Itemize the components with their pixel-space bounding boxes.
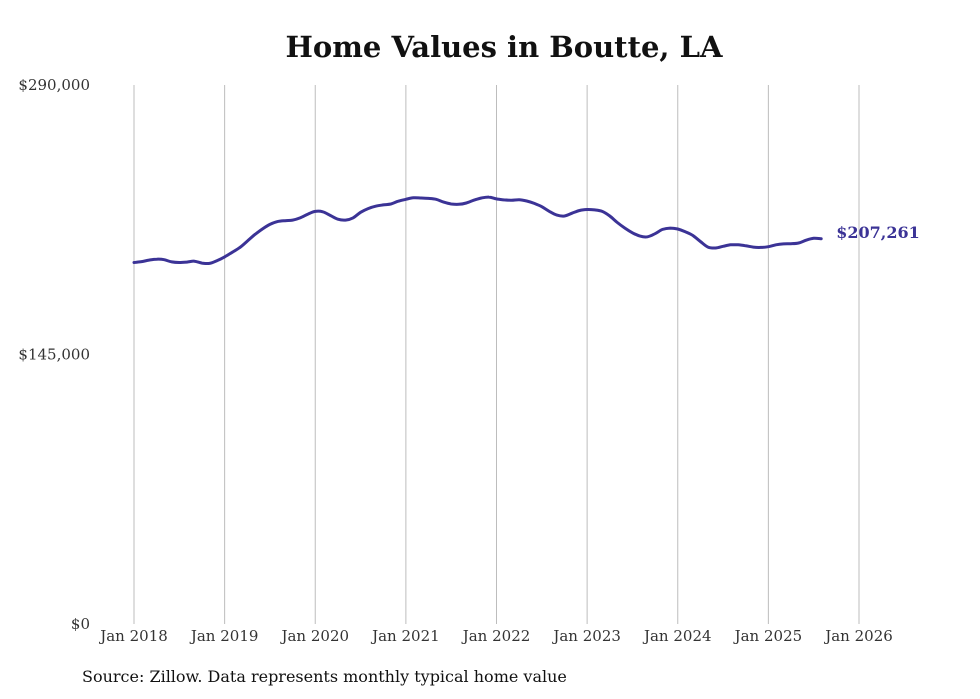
x-tick-label: Jan 2021 [370,627,440,645]
x-axis-ticks: Jan 2018 Jan 2019 Jan 2020 Jan 2021 Jan 2022… [98,627,893,645]
x-tick-label: Jan 2026 [823,627,893,645]
y-tick-label: $0 [71,615,90,633]
source-note: Source: Zillow. Data represents monthly … [82,667,567,686]
x-tick-label: Jan 2020 [279,627,349,645]
chart-title: Home Values in Boutte, LA [285,30,723,64]
y-axis-ticks: $0 $145,000 $290,000 [18,76,90,633]
home-value-line [132,195,823,266]
line-chart: $0$145,000$290,000 Jan 2018 Jan 2019 Jan 2… [18,76,920,645]
x-tick-label: Jan 2018 [98,627,168,645]
vertical-gridlines [133,85,860,624]
y-tick-label: $290,000 [18,76,90,94]
x-tick-label: Jan 2023 [551,627,621,645]
x-tick-label: Jan 2024 [642,627,712,645]
x-tick-label: Jan 2025 [733,627,803,645]
latest-value-label: $207,261 [836,223,920,242]
x-tick-label: Jan 2022 [461,627,531,645]
x-tick-label: Jan 2019 [189,627,259,645]
y-tick-label: $145,000 [18,346,90,364]
